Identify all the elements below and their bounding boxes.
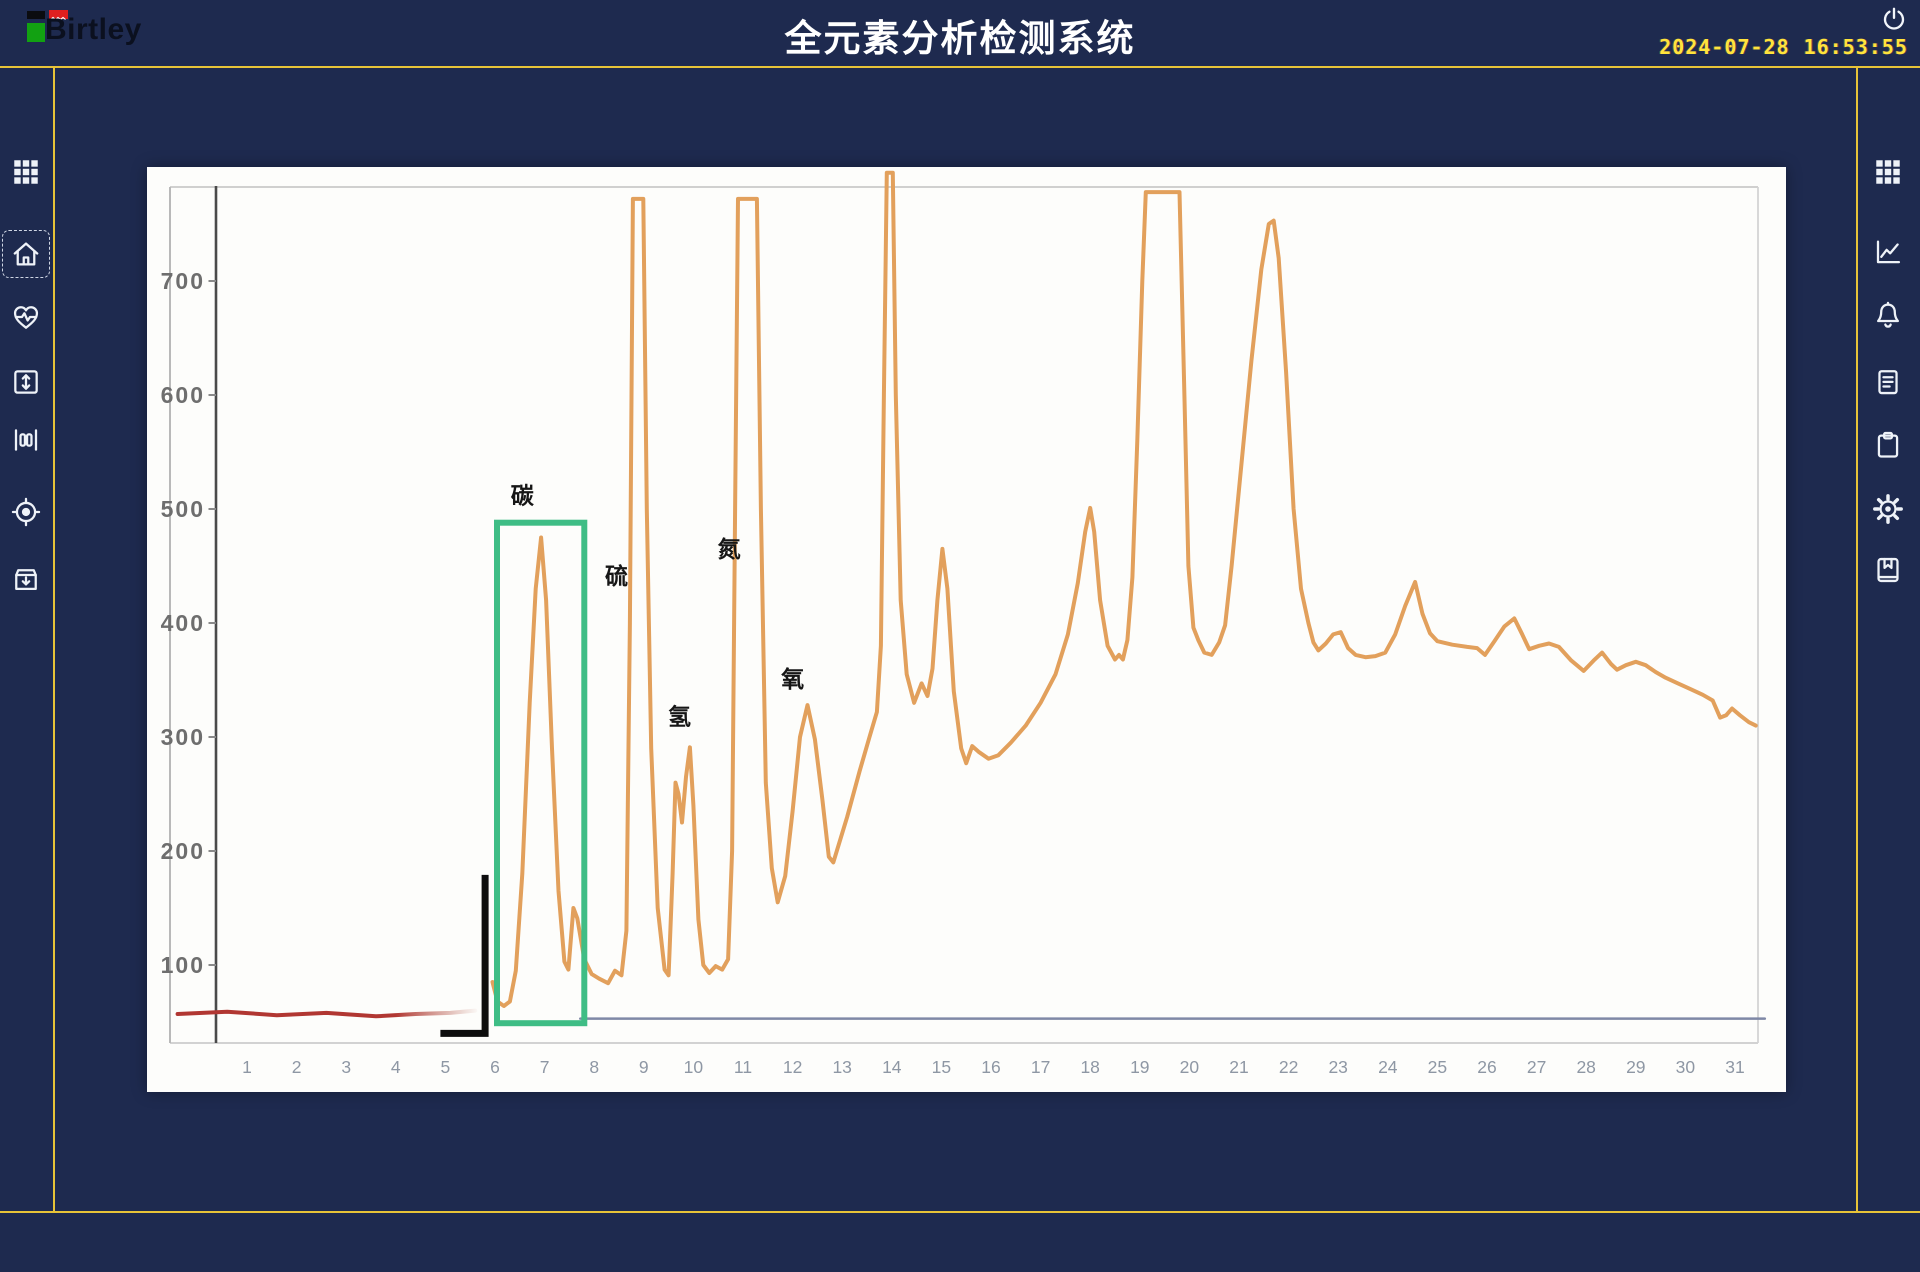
sidebar-item-apps-grid[interactable] bbox=[4, 150, 48, 194]
logo-green-square bbox=[27, 23, 45, 42]
sidebar-item-target[interactable] bbox=[4, 490, 48, 534]
sidebar-item-manual-book[interactable] bbox=[1866, 548, 1910, 592]
power-button[interactable] bbox=[1880, 5, 1908, 33]
carbon-highlight-box bbox=[494, 519, 588, 1027]
sidebar-item-bell[interactable] bbox=[1866, 293, 1910, 337]
manual-book-icon bbox=[1877, 557, 1899, 583]
x-tick-label: 2 bbox=[292, 1057, 302, 1077]
x-tick-label: 20 bbox=[1180, 1057, 1200, 1077]
brand-logo: Birtley bbox=[27, 9, 177, 51]
peak-label: 碳 bbox=[511, 482, 535, 508]
x-tick-label: 14 bbox=[882, 1057, 902, 1077]
time-text: 16:53:55 bbox=[1803, 35, 1908, 59]
x-tick-label: 22 bbox=[1279, 1057, 1298, 1077]
apps-grid-icon bbox=[1876, 160, 1900, 184]
frame-line-left bbox=[53, 66, 55, 1213]
x-tick-label: 1 bbox=[242, 1057, 252, 1077]
x-tick-label: 13 bbox=[832, 1057, 851, 1077]
left-icon-rail bbox=[0, 68, 53, 1211]
peak-label: 氧 bbox=[780, 666, 804, 692]
sidebar-item-gauge-columns[interactable] bbox=[4, 418, 48, 462]
settings-gear-icon bbox=[1873, 494, 1903, 524]
gauge-columns-icon bbox=[14, 429, 38, 451]
sidebar-item-home[interactable] bbox=[2, 230, 50, 278]
y-tick-label: 500 bbox=[161, 496, 205, 522]
y-tick-label: 600 bbox=[161, 382, 205, 408]
x-tick-label: 3 bbox=[341, 1057, 351, 1077]
sidebar-item-clipboard[interactable] bbox=[1866, 423, 1910, 467]
frame-line-top bbox=[0, 66, 1920, 68]
sidebar-item-report[interactable] bbox=[1866, 360, 1910, 404]
x-tick-label: 17 bbox=[1031, 1057, 1050, 1077]
y-tick-label: 300 bbox=[161, 724, 205, 750]
x-tick-label: 11 bbox=[734, 1057, 752, 1077]
y-tick-label: 200 bbox=[161, 838, 205, 864]
sidebar-item-archive-import[interactable] bbox=[4, 557, 48, 601]
chromatogram-panel: 100 200 300 400 500 600 700 1 2 3 4 5 6 7 8 9 10 11 12 13 14… bbox=[147, 167, 1786, 1092]
y-tick-label: 100 bbox=[161, 952, 205, 978]
heartbeat-icon bbox=[13, 306, 39, 329]
header-bar: Birtley 全元素分析检测系统 2024-07-28 16:53:55 bbox=[0, 0, 1920, 66]
x-tick-label: 30 bbox=[1676, 1057, 1696, 1077]
target-icon bbox=[11, 497, 41, 527]
archive-import-icon bbox=[15, 569, 37, 590]
x-tick-label: 21 bbox=[1229, 1057, 1248, 1077]
detector-signal-series bbox=[490, 170, 1758, 1008]
y-tick-label: 700 bbox=[161, 268, 205, 294]
date-text: 2024-07-28 bbox=[1659, 35, 1790, 59]
logo-zigzag-icon bbox=[50, 16, 66, 21]
frame-line-bottom bbox=[0, 1211, 1920, 1213]
home-icon bbox=[13, 242, 39, 266]
x-tick-label: 24 bbox=[1378, 1057, 1398, 1077]
line-chart-icon bbox=[1876, 240, 1901, 264]
power-icon bbox=[1883, 7, 1905, 30]
integration-bracket bbox=[440, 874, 489, 1037]
x-tick-label: 12 bbox=[783, 1057, 802, 1077]
sidebar-item-line-chart[interactable] bbox=[1866, 230, 1910, 274]
sidebar-item-heartbeat[interactable] bbox=[4, 295, 48, 339]
right-icon-rail bbox=[1857, 68, 1920, 1211]
page-title: 全元素分析检测系统 bbox=[784, 18, 1136, 59]
bell-icon bbox=[1877, 301, 1899, 328]
x-tick-label: 9 bbox=[639, 1057, 649, 1077]
x-tick-label: 31 bbox=[1725, 1057, 1744, 1077]
frame-line-right bbox=[1856, 66, 1858, 1213]
x-tick-label: 7 bbox=[540, 1057, 550, 1077]
x-tick-label: 8 bbox=[589, 1057, 599, 1077]
x-tick-label: 28 bbox=[1576, 1057, 1595, 1077]
peak-label: 氢 bbox=[668, 703, 691, 729]
y-tick-label: 400 bbox=[161, 610, 205, 636]
peak-label: 硫 bbox=[605, 563, 628, 589]
sidebar-item-expand-vertical[interactable] bbox=[4, 360, 48, 404]
x-tick-label: 5 bbox=[441, 1057, 451, 1077]
datetime-display: 2024-07-28 16:53:55 bbox=[1659, 35, 1908, 59]
report-icon bbox=[1878, 370, 1898, 395]
apps-grid-icon bbox=[14, 160, 38, 184]
x-tick-label: 23 bbox=[1328, 1057, 1347, 1077]
x-tick-label: 10 bbox=[684, 1057, 704, 1077]
x-tick-label: 19 bbox=[1130, 1057, 1149, 1077]
x-tick-label: 16 bbox=[981, 1057, 1000, 1077]
x-tick-label: 18 bbox=[1080, 1057, 1099, 1077]
logo-red-square bbox=[49, 10, 68, 21]
expand-vertical-icon bbox=[14, 370, 38, 394]
x-tick-label: 29 bbox=[1626, 1057, 1645, 1077]
clipboard-icon bbox=[1877, 431, 1899, 458]
x-tick-label: 15 bbox=[932, 1057, 951, 1077]
x-tick-label: 6 bbox=[490, 1057, 500, 1077]
sidebar-item-apps-grid[interactable] bbox=[1866, 150, 1910, 194]
logo-text: Birtley bbox=[45, 13, 142, 46]
x-tick-label: 26 bbox=[1477, 1057, 1496, 1077]
x-tick-label: 25 bbox=[1428, 1057, 1447, 1077]
peak-label: 氮 bbox=[718, 536, 741, 562]
injection-baseline-series bbox=[175, 1008, 478, 1019]
x-tick-label: 4 bbox=[391, 1057, 401, 1077]
logo-black-square bbox=[27, 11, 45, 19]
sidebar-item-settings-gear[interactable] bbox=[1866, 487, 1910, 531]
x-tick-label: 27 bbox=[1527, 1057, 1546, 1077]
